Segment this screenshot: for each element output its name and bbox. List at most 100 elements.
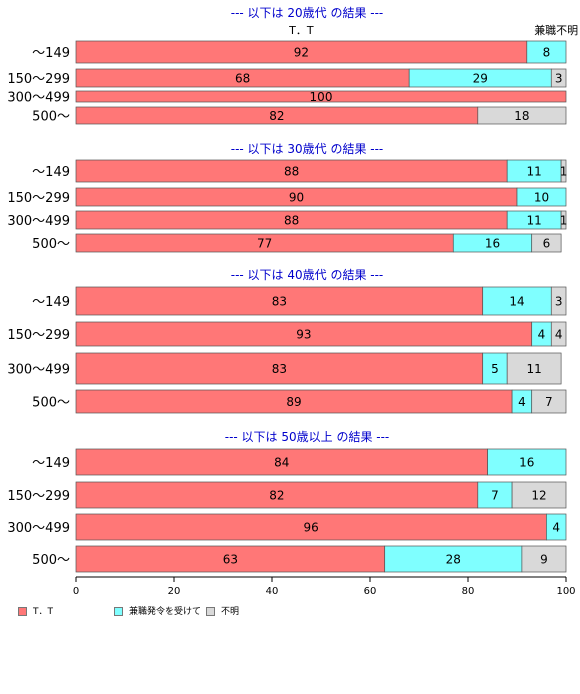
data-label: 83 (272, 362, 287, 376)
bar-segment (560, 159, 567, 183)
data-label: 7 (491, 489, 499, 503)
data-label: 3 (555, 72, 563, 86)
data-label: 18 (514, 109, 529, 123)
bar-segment (75, 286, 484, 316)
category-label: 300～499 (7, 214, 70, 229)
bar-segment (75, 90, 567, 103)
category-label: ～149 (32, 295, 70, 310)
group-title: --- 以下は 30歳代 の結果 --- (231, 142, 384, 156)
bar-segment (560, 210, 567, 230)
data-label: 63 (223, 553, 238, 567)
bar-segment (531, 389, 567, 414)
data-label: 1 (560, 214, 568, 228)
data-label: 88 (284, 165, 299, 179)
group-title: --- 以下は 40歳代 の結果 --- (231, 268, 384, 282)
category-label: 500～ (32, 237, 70, 252)
bar-segment (75, 481, 479, 509)
legend-item-concurrent: 兼職発令を受けて (114, 604, 201, 617)
x-tick-label: 100 (556, 586, 575, 597)
data-label: 4 (518, 395, 526, 409)
x-tick-label: 60 (364, 586, 377, 597)
category-label: ～149 (32, 456, 70, 471)
group-title: --- 以下は 20歳代 の結果 --- (231, 6, 384, 20)
bar-segment (550, 321, 567, 347)
category-label: 150～299 (7, 191, 70, 206)
bar-segment (75, 352, 484, 385)
category-label: 150～299 (7, 72, 70, 87)
data-label: 82 (269, 109, 284, 123)
category-label: 300～499 (7, 91, 70, 106)
data-label: 96 (304, 521, 319, 535)
legend-item-unknown: 不明 (206, 604, 239, 617)
data-label: 11 (527, 362, 542, 376)
data-label: 28 (446, 553, 461, 567)
data-label: 4 (552, 521, 560, 535)
x-tick-label: 0 (73, 586, 79, 597)
data-label: 10 (534, 191, 549, 205)
data-label: 8 (543, 46, 551, 60)
data-label: 6 (543, 237, 551, 251)
category-label: 300～499 (7, 521, 70, 536)
category-label: 150～299 (7, 328, 70, 343)
bar-segment (550, 286, 567, 316)
x-tick-label: 80 (462, 586, 475, 597)
data-label: 100 (310, 90, 333, 104)
data-label: 29 (473, 72, 488, 86)
data-label: 11 (527, 165, 542, 179)
data-label: 16 (519, 456, 534, 470)
bar-segment (516, 187, 567, 207)
data-label: 4 (538, 328, 546, 342)
data-label: 7 (545, 395, 553, 409)
category-label: ～149 (32, 165, 70, 180)
bar-segment (482, 352, 508, 385)
category-label: 500～ (32, 553, 70, 568)
data-label: 1 (560, 165, 568, 179)
data-label: 16 (485, 237, 500, 251)
bar-segment (526, 40, 567, 64)
data-label: 11 (527, 214, 542, 228)
category-label: 500～ (32, 110, 70, 125)
bar-segment (550, 68, 567, 88)
category-label: 150～299 (7, 489, 70, 504)
legend-label-tt: T．T (33, 607, 53, 617)
legend-label-concurrent: 兼職発令を受けて (129, 607, 202, 617)
category-label: ～149 (32, 46, 70, 61)
data-label: 93 (296, 328, 311, 342)
data-label: 84 (274, 456, 289, 470)
data-label: 89 (286, 395, 301, 409)
data-label: 3 (555, 295, 563, 309)
data-label: 92 (294, 46, 309, 60)
x-tick-label: 20 (168, 586, 181, 597)
data-label: 12 (531, 489, 546, 503)
top-label: T．T (288, 24, 314, 37)
bar-segment (521, 545, 567, 573)
bar-segment (75, 513, 547, 541)
legend-swatch-concurrent (114, 607, 123, 616)
bar-segment (511, 481, 567, 509)
data-label: 90 (289, 191, 304, 205)
top-label: 兼職不明 (534, 24, 578, 37)
x-tick-label: 40 (266, 586, 279, 597)
legend-swatch-tt (18, 607, 27, 616)
data-label: 14 (509, 295, 524, 309)
legend-label-unknown: 不明 (221, 607, 240, 617)
data-label: 4 (555, 328, 563, 342)
data-label: 83 (272, 295, 287, 309)
bar-segment (531, 233, 562, 253)
data-label: 77 (257, 237, 272, 251)
bar-segment (506, 352, 562, 385)
category-label: 500～ (32, 396, 70, 411)
legend-swatch-unknown (206, 607, 215, 616)
data-label: 5 (491, 362, 499, 376)
group-title: --- 以下は 50歳以上 の結果 --- (225, 430, 390, 444)
bar-segment (546, 513, 567, 541)
legend-item-tt: T．T (18, 604, 53, 617)
category-label: 300～499 (7, 363, 70, 378)
data-label: 68 (235, 72, 250, 86)
data-label: 82 (269, 489, 284, 503)
bar-segment (477, 106, 567, 125)
bar-segment (487, 448, 567, 476)
data-label: 88 (284, 214, 299, 228)
bar-segment (482, 286, 552, 316)
